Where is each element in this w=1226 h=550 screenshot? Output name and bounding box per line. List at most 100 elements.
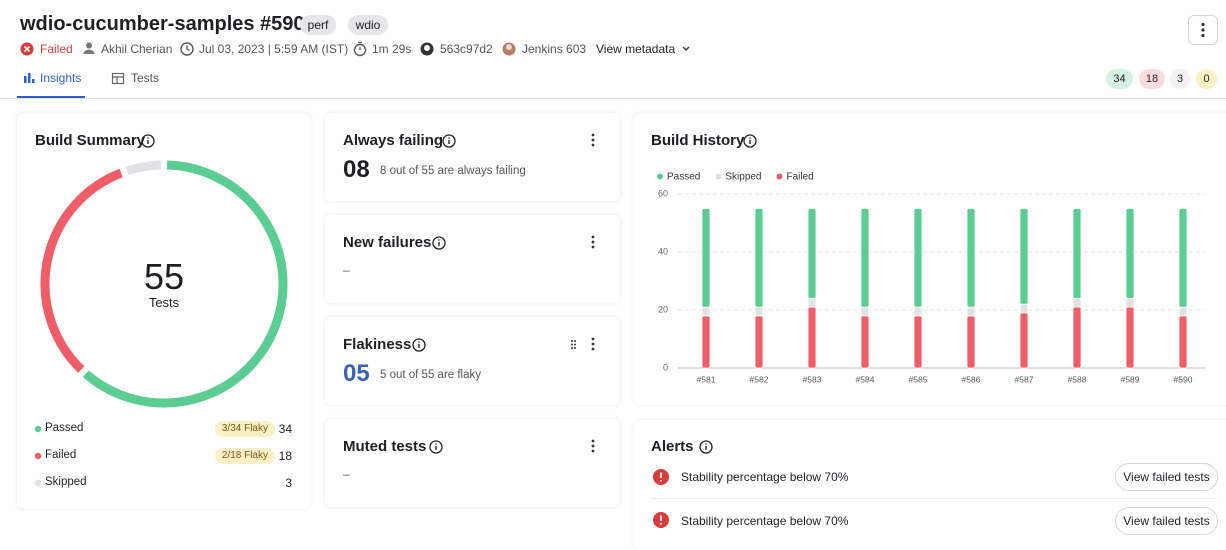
build-summary-card [17,113,310,509]
flaky-badge: 2/18 Flaky [214,448,275,464]
x-tick-label: #583 [803,374,822,384]
bar-segment [913,208,923,308]
card-title: Build History [651,132,745,149]
bar-segment [1019,303,1029,314]
bar-segment [966,306,976,317]
view-metadata[interactable]: View metadata [596,42,676,56]
insight-card [325,317,620,405]
bar-segment [860,208,870,308]
donut-segment [82,160,288,408]
date: Jul 03, 2023 | 5:59 AM (IST) [199,42,349,56]
skipped-count: 3 [1170,69,1190,89]
insight-card [325,215,620,303]
bar-segment [701,208,711,308]
insight-card [325,419,620,507]
tag: perf [300,15,336,35]
bar-segment [1125,297,1135,308]
card-text: – [343,263,350,277]
alert-action[interactable]: View failed tests [1115,507,1218,535]
card-menus[interactable] [571,133,595,453]
x-tick-label: #581 [697,374,716,384]
legend-dot [715,173,722,180]
alert-text: Stability percentage below 70% [681,470,849,484]
x-tick-label: #587 [1015,374,1034,384]
legend-label: Skipped [725,172,761,183]
bar-segment [1125,306,1135,369]
passed-count: 34 [1106,69,1133,89]
bar-segment [966,315,976,369]
bar-segment [1072,306,1082,369]
donut-segment [40,168,123,373]
bar-segment [1178,208,1188,308]
legend-label: Passed [667,172,700,183]
ci-job: Jenkins 603 [522,42,587,56]
bar-segment [1072,208,1082,299]
x-tick-label: #585 [909,374,928,384]
total-tests: 55 [143,256,185,297]
tag: wdio [348,15,388,35]
y-tick-label: 0 [663,362,668,372]
info-i [147,140,751,450]
y-tick-label: 20 [658,304,668,314]
more-button[interactable] [1188,15,1218,45]
insight-card [325,113,620,201]
bar-segment [807,297,817,308]
bar-segment [1072,297,1082,308]
alert-action[interactable]: View failed tests [1115,463,1218,491]
donut-segment [125,160,162,176]
author: Akhil Cherian [101,42,173,56]
x-tick-label: #582 [750,374,769,384]
bar-segment [1019,312,1029,369]
bar-segment [701,306,711,317]
tab[interactable]: Tests [131,71,160,85]
x-tick-label: #590 [1174,374,1193,384]
bar-segment [1125,208,1135,299]
legend-count: 18 [278,449,292,463]
bar-segment [754,208,764,308]
bar-segment [860,315,870,369]
build-title: wdio-cucumber-samples #590 [20,13,305,35]
bar-segment [754,306,764,317]
card-value: 08 [343,156,370,183]
legend-label: Failed [45,449,77,461]
card-text: 5 out of 55 are flaky [380,369,482,381]
bar-segment [754,315,764,369]
bar-segment [1178,315,1188,369]
bar-segment [701,315,711,369]
x-tick-label: #589 [1121,374,1140,384]
legend-dot [34,479,42,487]
card-title: Muted tests [343,438,427,455]
card-text: 8 out of 55 are always failing [380,165,526,177]
y-tick-label: 60 [658,188,668,198]
legend-label: Skipped [45,476,87,488]
info-dots [147,137,751,445]
card-value: 05 [343,360,370,387]
legend-dot [34,452,42,460]
card-text: – [343,467,350,481]
separator [651,498,1217,499]
bar-segment [807,306,817,369]
legend-dot [776,173,783,180]
bar-segment [913,306,923,317]
legend-dot [657,173,663,180]
card-title: Alerts [651,438,694,455]
total-label: Tests [148,295,180,310]
alert-text: Stability percentage below 70% [681,514,849,528]
bar-segment [913,315,923,369]
bar-segment [807,208,817,299]
bar-segment [860,306,870,317]
bar-segment [1178,306,1188,317]
kebab-icon [1201,22,1205,38]
info-icons [141,134,757,454]
muted-count: 0 [1196,69,1217,89]
legend-count: 34 [278,422,292,436]
status: Failed [40,42,73,56]
legend-label: Failed [787,172,814,183]
y-tick-label: 40 [658,246,668,256]
tab[interactable]: Insights [40,71,82,85]
card-title: Always failing [343,132,444,149]
failed-count: 18 [1139,69,1165,89]
legend-label: Passed [45,422,84,434]
